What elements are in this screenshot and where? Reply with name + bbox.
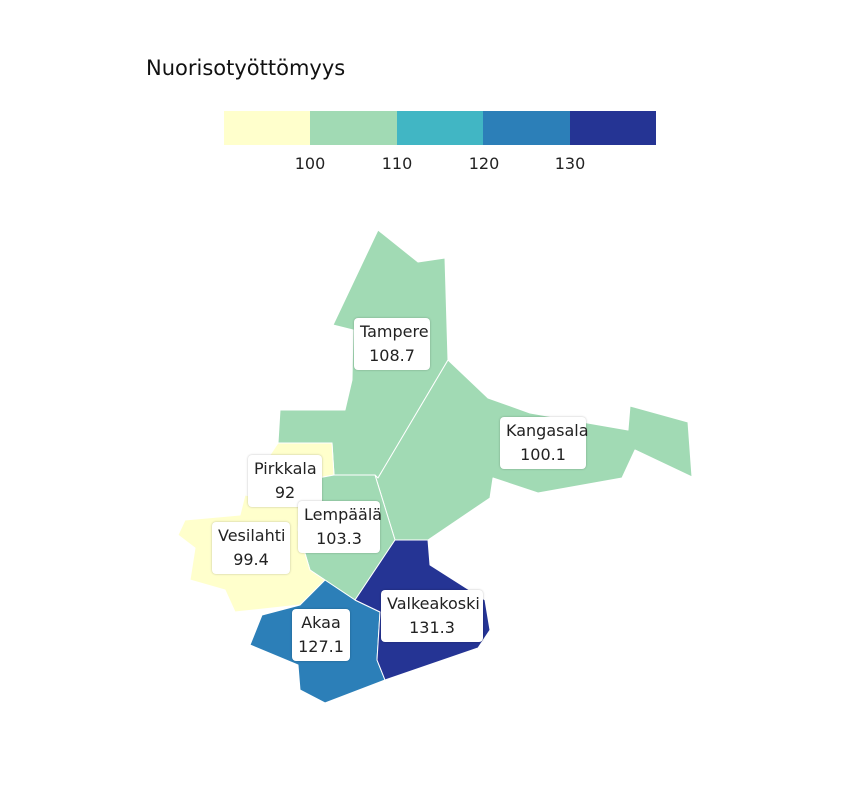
legend-swatch-2 <box>310 111 397 145</box>
legend-swatch-1 <box>224 111 311 145</box>
region-label-valkeakoski: Valkeakoski 131.3 <box>381 590 483 642</box>
region-value: 100.1 <box>520 445 566 464</box>
region-label-pirkkala: Pirkkala 92 <box>248 455 322 507</box>
legend-swatch-5 <box>569 111 657 145</box>
region-value: 108.7 <box>369 346 415 365</box>
color-legend <box>224 111 657 145</box>
region-value: 131.3 <box>409 618 455 637</box>
legend-tick: 130 <box>554 154 586 173</box>
region-label-akaa: Akaa 127.1 <box>292 609 350 661</box>
region-name: Akaa <box>301 613 341 632</box>
legend-tick: 120 <box>468 154 500 173</box>
map-title: Nuorisotyöttömyys <box>146 56 346 80</box>
legend-swatch-4 <box>483 111 570 145</box>
region-label-kangasala: Kangasala 100.1 <box>500 417 589 469</box>
region-label-lempaala: Lempäälä 103.3 <box>298 501 383 553</box>
region-value: 92 <box>274 483 296 502</box>
region-name: Tampere <box>360 322 429 341</box>
region-value: 103.3 <box>316 529 362 548</box>
legend-swatch-3 <box>396 111 484 145</box>
region-value: 127.1 <box>298 637 344 656</box>
region-label-tampere: Tampere 108.7 <box>354 318 430 370</box>
region-value: 99.4 <box>233 550 269 569</box>
region-name: Vesilahti <box>218 526 286 545</box>
legend-tick: 110 <box>381 154 413 173</box>
region-name: Pirkkala <box>254 459 317 478</box>
legend-tick: 100 <box>294 154 326 173</box>
region-name: Valkeakoski <box>387 594 480 613</box>
region-name: Kangasala <box>506 421 589 440</box>
region-label-vesilahti: Vesilahti 99.4 <box>212 522 290 574</box>
region-name: Lempäälä <box>304 505 383 524</box>
